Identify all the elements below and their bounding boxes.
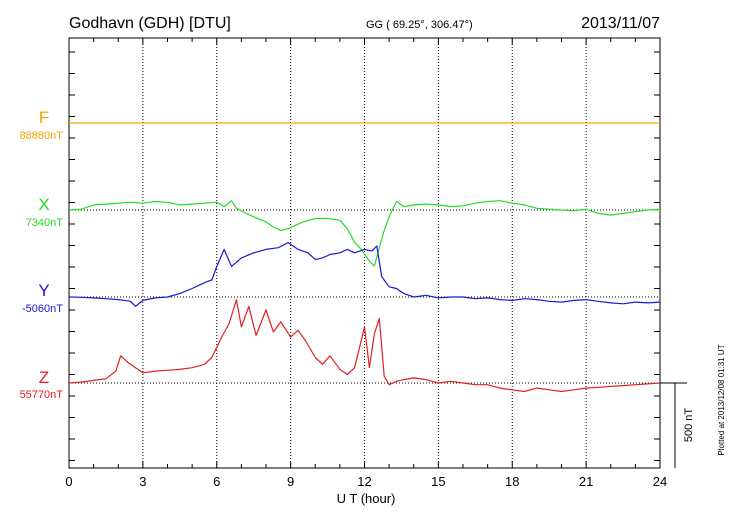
series-labels: F 88880nT X 7340nT Y -5060nT Z 55770nT: [20, 108, 64, 401]
grid: [142, 38, 587, 468]
x-axis-label: U T (hour): [337, 491, 396, 506]
baseline-value-f: 88880nT: [20, 130, 64, 142]
series-line-y: [68, 242, 661, 307]
x-tick-label: 0: [65, 474, 72, 489]
x-tick-label: 24: [653, 474, 667, 489]
x-tick-label: 9: [287, 474, 294, 489]
baseline-value-y: -5060nT: [22, 303, 63, 315]
x-tick-label: 3: [139, 474, 146, 489]
series-name-f: F: [39, 108, 49, 127]
x-tick-label: 12: [357, 474, 371, 489]
x-tick-label: 6: [213, 474, 220, 489]
scale-bar-label: 500 nT: [683, 408, 695, 443]
series-line-z: [68, 299, 661, 393]
x-tick-label: 18: [505, 474, 519, 489]
x-tick-labels: 0 3 6 9 12 15 18 21 24: [65, 474, 667, 489]
station-coordinates: GG ( 69.25°, 306.47°): [366, 19, 473, 31]
x-tick-label: 21: [579, 474, 593, 489]
baseline-value-z: 55770nT: [20, 389, 64, 401]
series-name-y: Y: [38, 281, 49, 300]
scale-bar: 500 nT: [660, 382, 695, 468]
series-line-x: [68, 200, 661, 267]
series-name-z: Z: [39, 368, 49, 387]
series-name-x: X: [38, 195, 49, 214]
baseline-value-x: 7340nT: [26, 217, 64, 229]
series-lines: [68, 122, 661, 393]
x-tick-label: 15: [431, 474, 445, 489]
plot-frame: [68, 37, 661, 469]
axis-ticks: [68, 38, 661, 468]
plot-date: 2013/11/07: [581, 15, 660, 32]
station-title: Godhavn (GDH) [DTU]: [69, 15, 231, 32]
plotted-timestamp: Plotted at 2013/12/08 01:31 UT: [717, 344, 726, 455]
